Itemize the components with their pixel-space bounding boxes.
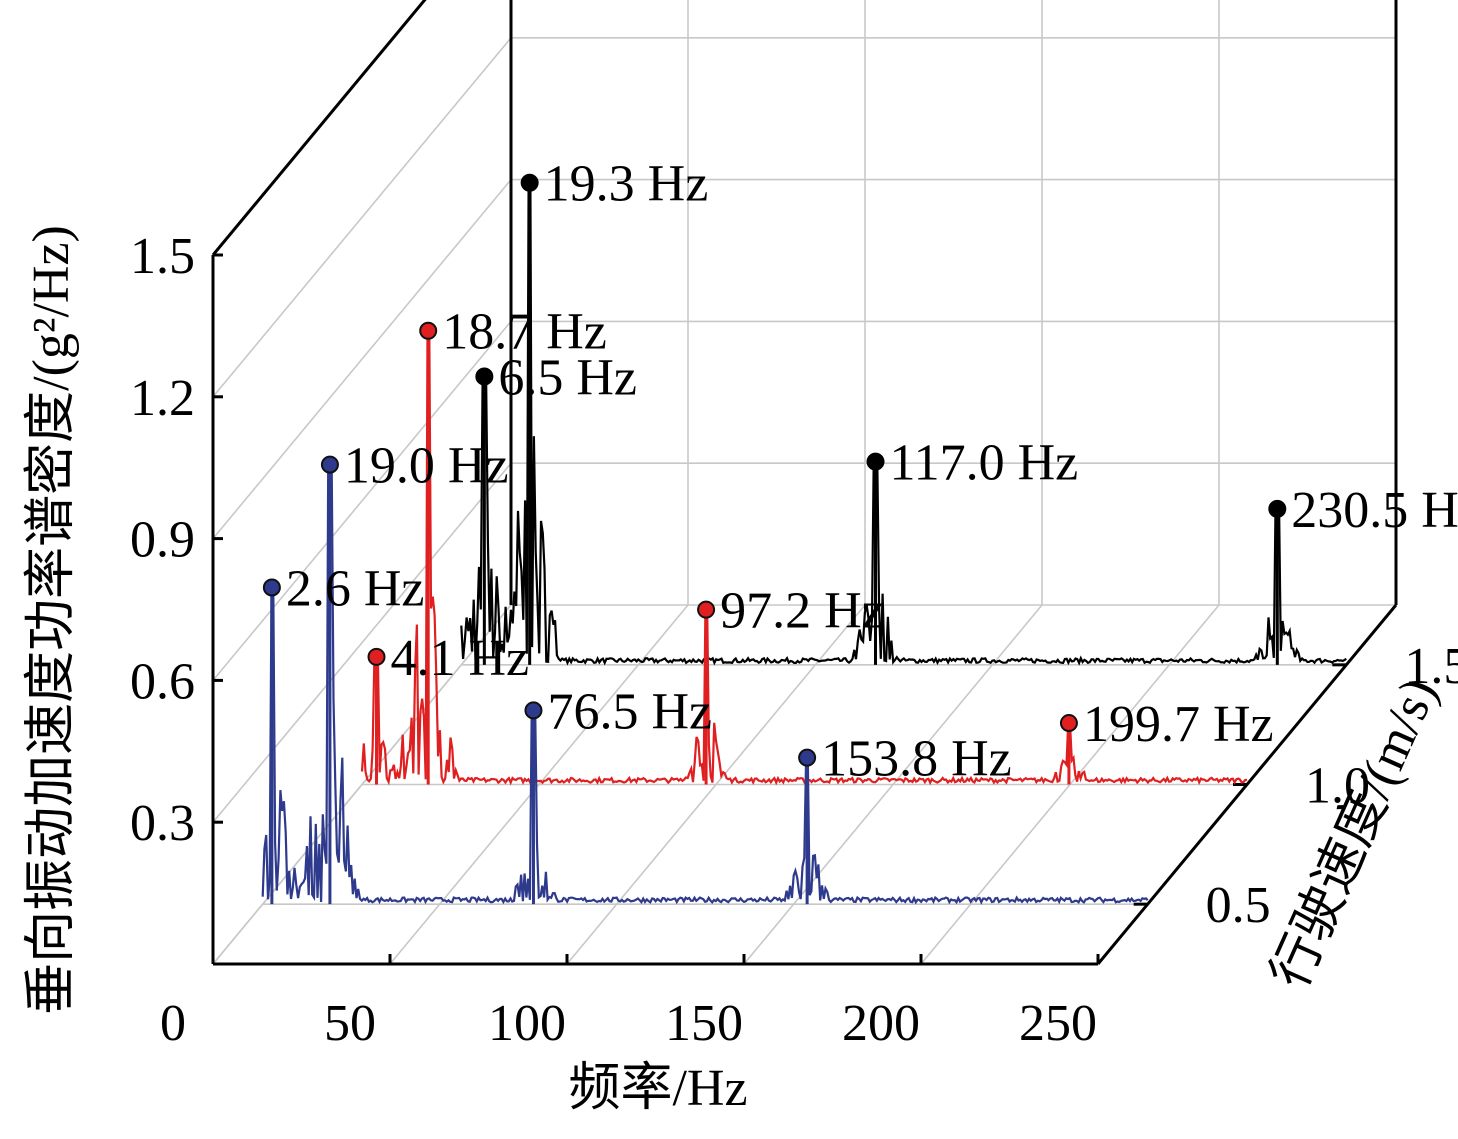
- peak-label: 2.6 Hz: [286, 560, 425, 617]
- spectrum-line: [261, 463, 1149, 905]
- peak-marker: [475, 367, 494, 386]
- series-1.5: [460, 173, 1347, 666]
- y-tick-label: 0.3: [130, 795, 195, 852]
- peak-marker: [524, 701, 543, 720]
- peak-label: 19.3 Hz: [544, 156, 709, 213]
- peak-marker: [697, 600, 716, 619]
- peak-label: 76.5 Hz: [547, 683, 712, 740]
- peak-label: 4.1 Hz: [391, 630, 530, 687]
- z-tick-label: 1.0: [1305, 758, 1370, 815]
- peak-marker: [520, 173, 539, 192]
- peak-label: 18.7 Hz: [442, 304, 607, 361]
- peak-marker: [798, 748, 817, 767]
- y-tick-label: 1.2: [130, 370, 195, 427]
- y-tick-label: 0.6: [130, 653, 195, 710]
- grid-line-side: [212, 179, 512, 540]
- peak-marker: [320, 455, 339, 474]
- frame-edge: [211, 0, 427, 256]
- y-axis-title: 垂向振动加速度功率谱密度/(g²/Hz): [23, 225, 80, 1015]
- peak-label: 153.8 Hz: [821, 731, 1012, 788]
- z-axis-title: 行驶速度/(m/s): [1261, 670, 1448, 997]
- spectrum-line: [360, 329, 1248, 786]
- peak-label: 6.5 Hz: [498, 350, 637, 407]
- peak-label: 19.0 Hz: [344, 438, 509, 495]
- x-tick-label: 0: [160, 995, 186, 1052]
- peak-marker: [419, 321, 438, 340]
- z-tick-label: 0.5: [1206, 877, 1271, 934]
- grid-line-side: [212, 462, 512, 823]
- peak-label: 117.0 Hz: [890, 435, 1079, 492]
- spectrum-line: [460, 181, 1347, 666]
- grid-line-side: [212, 320, 512, 681]
- x-tick-label: 250: [1019, 995, 1097, 1052]
- series-0.5: [261, 455, 1149, 905]
- series-1: [360, 321, 1248, 786]
- x-tick-label: 150: [665, 995, 743, 1052]
- peak-marker: [1059, 714, 1078, 733]
- axes-frame: [211, 0, 1398, 966]
- x-axis-title: 频率/Hz: [568, 1060, 747, 1117]
- peak-marker: [1268, 499, 1287, 518]
- x-tick-label: 100: [488, 995, 566, 1052]
- grid-line-side: [212, 37, 512, 398]
- series-layer: [261, 173, 1347, 905]
- peak-label: 97.2 Hz: [720, 583, 885, 640]
- peak-marker: [367, 647, 386, 666]
- z-tick-label: 1.5: [1404, 638, 1458, 695]
- peak-marker: [866, 452, 885, 471]
- x-tick-label: 200: [842, 995, 920, 1052]
- tick-labels: 0 50 100 150 200 250 0.3 0.6 0.9 1.2 1.5 0.5 1.0 1.5: [130, 228, 1458, 1052]
- x-tick-label: 50: [324, 995, 376, 1052]
- y-tick-label: 0.9: [130, 512, 195, 569]
- peak-label: 230.5 Hz: [1291, 482, 1458, 539]
- y-tick-label: 1.5: [130, 228, 195, 285]
- peak-labels: 6.5 Hz 19.3 Hz 117.0 Hz 230.5 Hz 4.1 Hz 18.7 …: [286, 156, 1458, 788]
- peak-label: 199.7 Hz: [1083, 696, 1274, 753]
- peak-marker: [262, 578, 281, 597]
